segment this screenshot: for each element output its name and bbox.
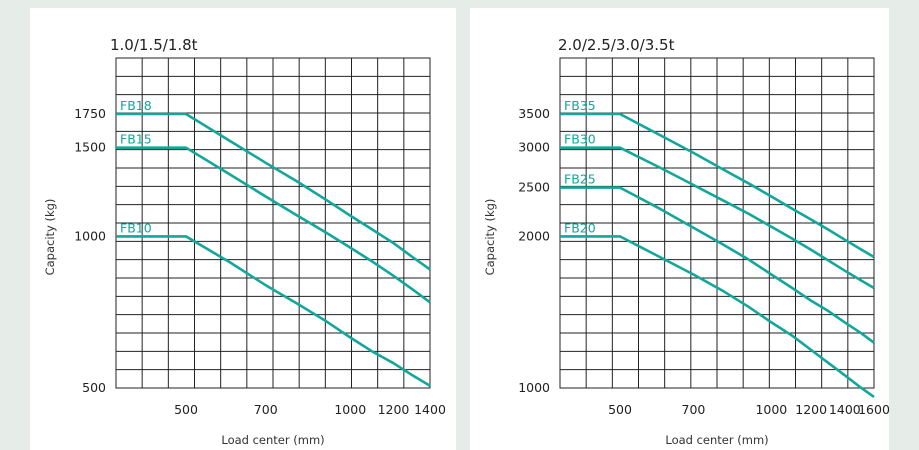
y-tick-label: 1000 (518, 380, 550, 395)
y-tick-label: 3500 (518, 106, 550, 121)
y-tick-label: 1000 (74, 228, 106, 243)
x-tick-label: 500 (174, 402, 198, 417)
y-tick-label: 3000 (518, 140, 550, 155)
series-line-fb10 (116, 235, 431, 387)
x-tick-label: 700 (254, 402, 278, 417)
y-tick-label: 1500 (74, 140, 106, 155)
y-tick-label: 2500 (518, 180, 550, 195)
series-label-fb30: FB30 (564, 132, 596, 147)
capacity-chart-right: 2.0/2.5/3.0/3.5t 1000 2000 2500 3000 3500 500 7… (483, 36, 890, 447)
grid (115, 57, 431, 389)
x-tick-label: 1000 (755, 402, 787, 417)
series-label-fb35: FB35 (564, 98, 596, 113)
y-axis-label: Capacity (kg) (43, 199, 57, 276)
x-tick-label: 1600 (858, 402, 890, 417)
x-tick-label: 1400 (829, 402, 861, 417)
x-tick-label: 1200 (795, 402, 827, 417)
y-tick-label: 2000 (518, 228, 550, 243)
series-line-fb25 (560, 186, 875, 344)
x-axis-label: Load center (mm) (221, 433, 324, 447)
capacity-chart-left: 1.0/1.5/1.8t 500 1000 1500 1750 500 700 1000 120… (43, 36, 446, 447)
grid (559, 57, 875, 389)
y-tick-label: 500 (82, 380, 106, 395)
chart-title: 1.0/1.5/1.8t (110, 36, 198, 54)
chart-panel-right: 2.0/2.5/3.0/3.5t 1000 2000 2500 3000 3500 500 7… (470, 8, 890, 450)
series-label-fb25: FB25 (564, 172, 596, 187)
series-line-fb20 (560, 235, 875, 398)
x-tick-label: 1200 (378, 402, 410, 417)
x-axis-label: Load center (mm) (665, 433, 768, 447)
x-tick-label: 500 (608, 402, 632, 417)
x-tick-label: 700 (682, 402, 706, 417)
series-label-fb10: FB10 (120, 220, 152, 235)
y-axis-label: Capacity (kg) (483, 199, 497, 276)
y-tick-label: 1750 (74, 106, 106, 121)
series-line-fb18 (116, 112, 431, 271)
series-line-fb30 (560, 146, 875, 290)
x-tick-label: 1000 (334, 402, 366, 417)
chart-title: 2.0/2.5/3.0/3.5t (558, 36, 675, 54)
chart-panel-left: 1.0/1.5/1.8t 500 1000 1500 1750 500 700 1000 120… (30, 8, 456, 450)
series-line-fb15 (116, 146, 431, 304)
series-label-fb18: FB18 (120, 98, 152, 113)
series-label-fb20: FB20 (564, 220, 596, 235)
x-tick-label: 1400 (414, 402, 446, 417)
series-label-fb15: FB15 (120, 132, 152, 147)
series-line-fb35 (560, 112, 875, 259)
